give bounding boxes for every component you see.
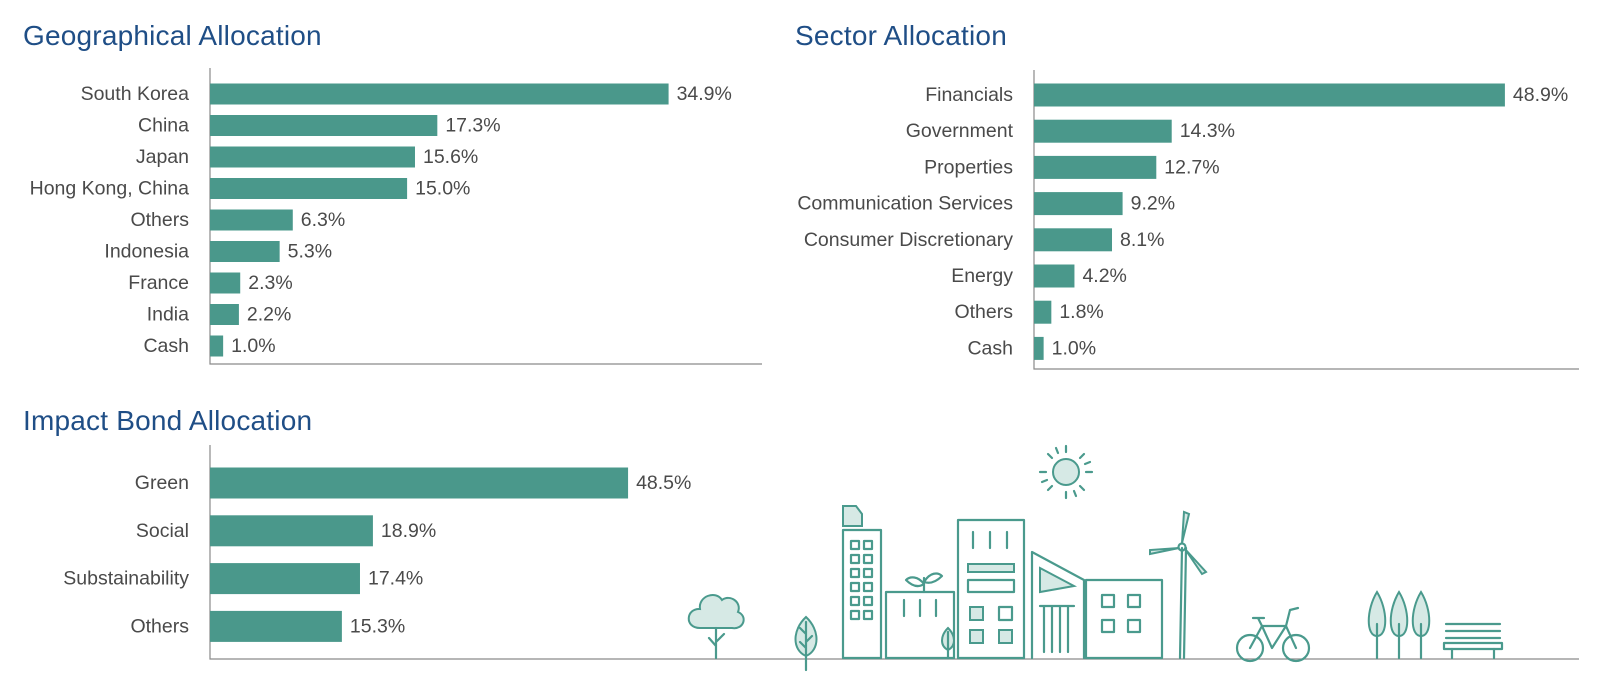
value-label: 15.6% [423,146,478,168]
impact-bond-allocation-title: Impact Bond Allocation [23,405,313,436]
axis-line [209,68,762,365]
value-label: 5.3% [288,241,332,263]
pine-trees-icon [1367,590,1431,660]
value-label: 1.8% [1059,301,1103,323]
value-label: 9.2% [1131,193,1175,215]
bar [1034,119,1172,143]
value-label: 15.0% [415,178,470,200]
category-label: Japan [136,146,189,168]
category-label: India [147,304,189,326]
category-label: Others [130,615,189,637]
bar [210,515,373,547]
bar [210,335,224,357]
bar [1034,228,1113,252]
bar [210,146,415,168]
value-label: 1.0% [1052,337,1096,359]
value-label: 48.5% [636,472,691,494]
value-label: 4.2% [1082,265,1126,287]
apartment-building-icon [956,518,1026,660]
bar [210,563,360,595]
greenhouse-icon [884,572,956,660]
category-label: Properties [924,156,1013,178]
wind-turbine-icon [1149,510,1208,660]
geographical-allocation-chart: South Korea 34.9% China 17.3% Japan 15.6% Hong… [30,68,762,365]
bar [210,304,239,325]
bar [210,178,408,199]
geographical-allocation-title: Geographical Allocation [23,20,322,51]
value-label: 12.7% [1164,156,1219,178]
tree-icon [687,594,745,660]
category-label: Indonesia [104,241,189,263]
category-label: China [138,115,189,137]
value-label: 48.9% [1513,84,1568,106]
bar [1034,192,1123,216]
category-label: Consumer Discretionary [804,229,1013,251]
value-label: 18.9% [381,520,436,542]
bar [210,272,241,294]
axis-line [1033,70,1579,370]
bar [210,83,669,105]
category-label: South Korea [81,83,190,105]
sector-allocation-chart: Financials 48.9% Government 14.3% Properties… [797,70,1579,370]
sector-allocation-title: Sector Allocation [795,20,1007,51]
bar [210,241,280,262]
bar [210,115,438,136]
factory-icon [1030,550,1086,660]
category-label: Communication Services [797,193,1013,215]
category-label: Financials [925,84,1013,106]
category-label: Substainability [63,568,189,590]
value-label: 2.2% [247,304,291,326]
category-label: Social [136,520,189,542]
bar [1034,300,1052,324]
value-label: 15.3% [350,615,405,637]
category-label: Others [954,301,1013,323]
value-label: 14.3% [1180,120,1235,142]
value-label: 8.1% [1120,229,1164,251]
bar [1034,155,1157,179]
category-label: France [128,272,189,294]
value-label: 6.3% [301,209,345,231]
category-label: Cash [967,337,1013,359]
category-label: Cash [143,335,189,357]
bench-icon [1442,622,1504,660]
category-label: Hong Kong, China [30,178,190,200]
house-icon [1084,578,1164,660]
value-label: 17.4% [368,568,423,590]
category-label: Green [135,472,189,494]
bar [210,209,293,231]
category-label: Others [130,209,189,231]
sun-icon [1038,444,1094,500]
category-label: Government [906,120,1014,142]
bar [1034,336,1044,360]
bar [210,610,342,642]
category-label: Energy [951,265,1013,287]
value-label: 1.0% [231,335,275,357]
impact-bond-allocation-chart: Green 48.5% Social 18.9% Substainability 17.4… [63,445,1579,660]
bicycle-icon [1235,606,1311,663]
value-label: 17.3% [445,115,500,137]
bar [1034,83,1505,107]
leaf-icon [794,615,818,672]
city-illustration [687,444,1504,672]
office-building-icon [841,505,883,660]
bar [210,467,629,499]
bar [1034,264,1075,288]
value-label: 34.9% [677,83,732,105]
value-label: 2.3% [248,272,292,294]
